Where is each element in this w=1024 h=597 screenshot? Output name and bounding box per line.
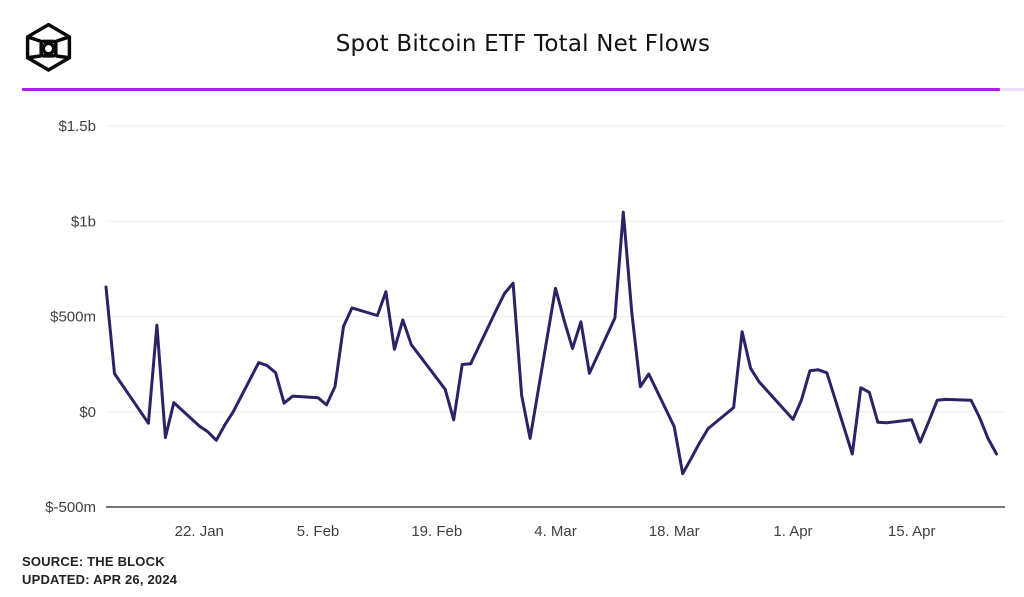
page-title: Spot Bitcoin ETF Total Net Flows [335,31,711,57]
y-axis-label: $0 [79,404,96,421]
y-axis-label: $1b [71,213,96,230]
header-accent-rule [22,88,1000,91]
y-axis-label: $1.5b [58,118,96,135]
source-label: SOURCE: THE BLOCK [22,554,165,569]
x-axis-label: 4. Mar [534,523,577,540]
y-axis-label: $500m [50,309,96,326]
x-axis-label: 22. Jan [175,523,224,540]
x-axis-label: 5. Feb [297,523,340,540]
logo-inner-circle [41,41,56,56]
logo-spoke-upper-left [27,35,42,44]
logo-spoke-lower-left [27,54,42,60]
x-axis-label: 1. Apr [773,523,812,540]
updated-label: UPDATED: APR 26, 2024 [22,572,178,587]
logo-spoke-lower-right [55,54,70,60]
logo-inner-square [39,39,58,58]
x-axis-label: 18. Mar [649,523,700,540]
x-axis-label: 19. Feb [411,523,462,540]
x-axis-label: 15. Apr [888,523,936,540]
the-block-cube-logo [25,22,72,72]
header-accent-rule-tail [1000,88,1024,91]
y-axis-label: $-500m [45,499,96,516]
net-flows-line [104,210,998,476]
logo-spoke-upper-right [55,35,70,44]
